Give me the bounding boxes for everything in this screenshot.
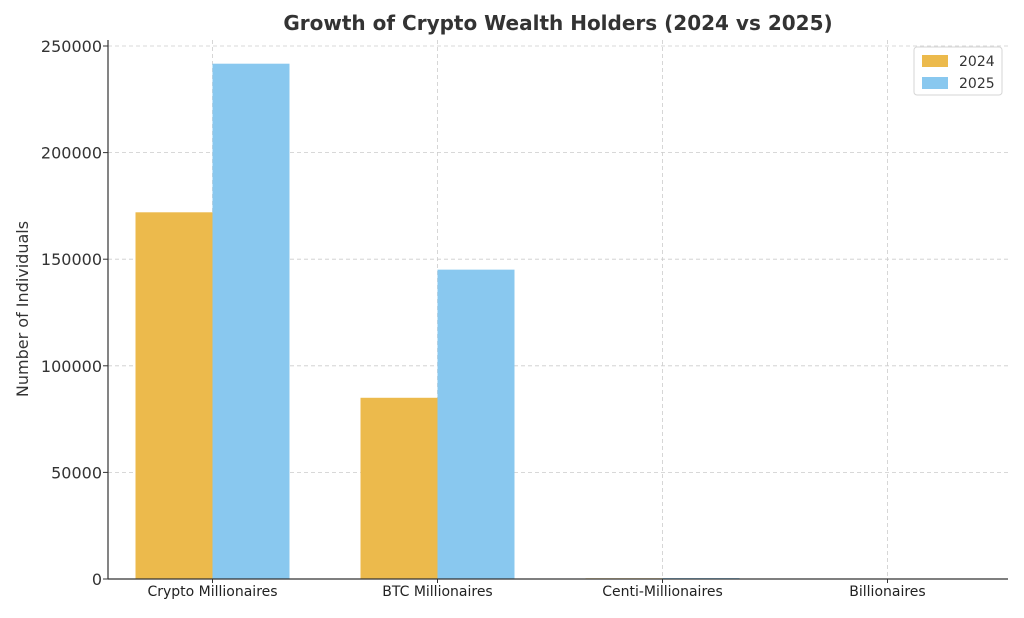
legend-swatch-2025 bbox=[922, 77, 948, 89]
y-tick-label: 250000 bbox=[41, 37, 102, 56]
x-tick-label: BTC Millionaires bbox=[382, 584, 492, 600]
y-tick-label: 200000 bbox=[41, 144, 102, 163]
x-tick-label: Billionaires bbox=[849, 584, 925, 600]
x-tick-label: Centi-Millionaires bbox=[602, 584, 723, 600]
y-axis-label: Number of Individuals bbox=[13, 221, 32, 397]
x-tick-label: Crypto Millionaires bbox=[147, 584, 277, 600]
y-tick-label: 50000 bbox=[51, 463, 102, 482]
y-tick-label: 100000 bbox=[41, 357, 102, 376]
bars-group bbox=[136, 64, 965, 579]
y-tick-label: 150000 bbox=[41, 250, 102, 269]
legend-label-2025: 2025 bbox=[959, 76, 995, 92]
bar-2024-0 bbox=[136, 212, 213, 579]
bar-2025-0 bbox=[213, 64, 290, 579]
legend-label-2024: 2024 bbox=[959, 54, 995, 70]
bar-2025-1 bbox=[438, 270, 515, 579]
chart-title: Growth of Crypto Wealth Holders (2024 vs… bbox=[283, 11, 832, 35]
bar-2024-1 bbox=[361, 398, 438, 579]
y-tick-label: 0 bbox=[92, 570, 102, 589]
legend-swatch-2024 bbox=[922, 55, 948, 67]
x-ticks: Crypto Millionaires BTC Millionaires Centi… bbox=[147, 579, 925, 600]
legend: 2024 2025 bbox=[914, 47, 1002, 95]
y-ticks: 0 50000 100000 150000 200000 250000 bbox=[41, 37, 108, 589]
